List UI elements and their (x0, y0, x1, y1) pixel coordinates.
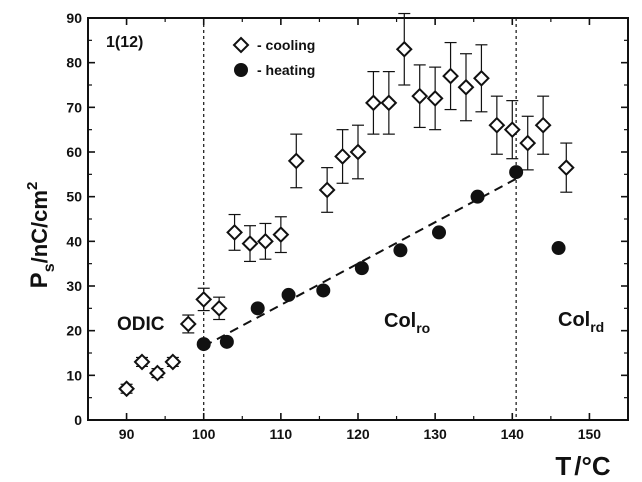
panel-label: 1(12) (106, 34, 143, 51)
cooling-point (534, 116, 552, 134)
legend: - cooling - heating (232, 36, 315, 78)
cooling-point (241, 235, 259, 252)
cooling-point (488, 116, 506, 134)
series-cooling (118, 12, 575, 398)
phase-label-odic: ODIC (117, 314, 165, 335)
cooling-point (133, 353, 151, 371)
heating-point (393, 243, 408, 258)
y-axis-title: Ps/nC/cm2 (24, 182, 58, 289)
y-tick-label: 0 (74, 412, 82, 428)
heating-point (281, 287, 296, 302)
cooling-point (226, 223, 243, 241)
y-tick-label: 40 (66, 233, 82, 249)
legend-heating-marker (234, 63, 248, 77)
series-heating (196, 165, 566, 352)
cooling-point (164, 353, 182, 371)
heating-point (470, 189, 485, 204)
phase-boundaries (203, 18, 517, 420)
cooling-point (195, 290, 213, 308)
cooling-point (457, 78, 475, 96)
x-axis-title: T/°C (555, 451, 611, 481)
cooling-point (149, 364, 166, 382)
x-tick-label: 100 (192, 426, 216, 442)
heating-point (354, 261, 369, 276)
cooling-point (179, 315, 197, 333)
heating-point (250, 301, 265, 316)
cooling-point (287, 152, 305, 170)
cooling-point (318, 181, 336, 199)
y-tick-label: 70 (66, 99, 82, 115)
phase-label-colrd: Colrd (558, 309, 604, 335)
x-tick-label: 120 (346, 426, 370, 442)
x-tick-label: 150 (578, 426, 602, 442)
cooling-point (473, 69, 490, 87)
heating-point (432, 225, 446, 240)
heating-point (509, 165, 524, 180)
phase-label-colro: Colro (384, 310, 430, 336)
cooling-point (557, 159, 575, 177)
cooling-point (411, 87, 429, 105)
heating-point (316, 283, 331, 298)
axes: 0 10 20 30 40 50 60 70 80 90 90 100 110 120 130 140 150 (66, 10, 629, 442)
cooling-point (395, 40, 413, 58)
x-tick-label: 140 (501, 426, 525, 442)
cooling-point (257, 232, 274, 250)
y-tick-label: 20 (66, 323, 82, 339)
y-tick-label: 10 (66, 367, 82, 383)
y-tick-label: 80 (66, 55, 82, 71)
cooling-point (334, 148, 351, 165)
legend-cooling-marker (232, 36, 250, 54)
cooling-point (118, 380, 135, 398)
legend-cooling-label: - cooling (257, 37, 315, 53)
legend-heating-label: - heating (257, 62, 315, 78)
x-tick-label: 110 (270, 426, 293, 442)
y-tick-label: 60 (66, 144, 82, 160)
heating-point (551, 241, 566, 256)
y-tick-label: 50 (66, 189, 82, 205)
cooling-point (349, 143, 367, 161)
cooling-point (365, 94, 382, 112)
cooling-point (426, 89, 444, 107)
x-tick-label: 130 (423, 426, 447, 442)
cooling-point (519, 134, 537, 152)
heating-point (196, 337, 211, 352)
cooling-point (210, 299, 228, 317)
heating-point (219, 334, 234, 349)
cooling-point (380, 94, 398, 112)
y-tick-label: 90 (66, 10, 82, 26)
y-tick-label: 30 (66, 278, 82, 294)
cooling-point (442, 67, 459, 85)
x-tick-label: 90 (119, 426, 135, 442)
cooling-point (272, 226, 290, 244)
cooling-point (503, 121, 521, 139)
